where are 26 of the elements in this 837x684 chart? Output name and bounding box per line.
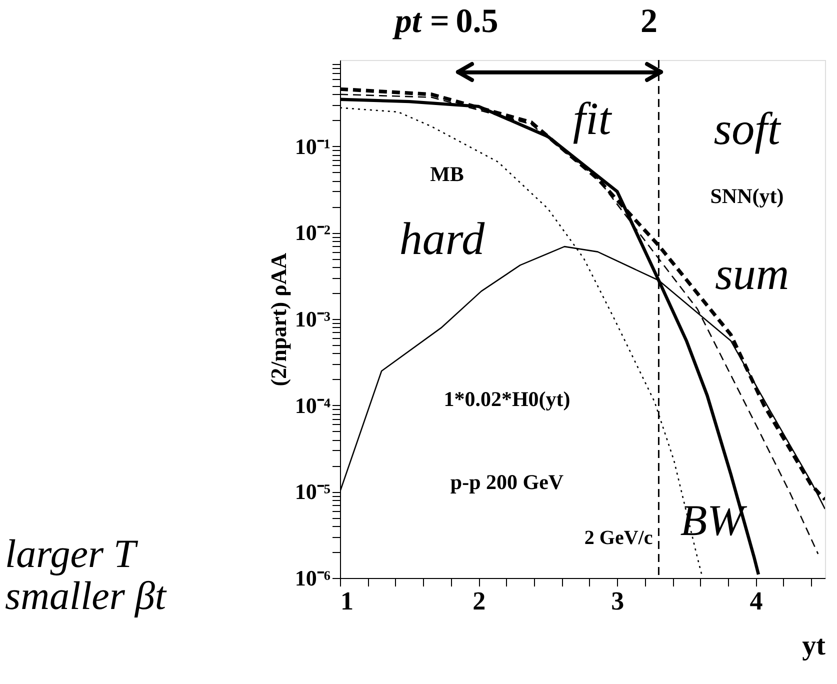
- x-tick-label: 4: [750, 586, 763, 616]
- x-tick-label: 1: [340, 586, 354, 616]
- text: larger T: [5, 531, 139, 576]
- y-tick-label: 10⁻⁶: [294, 566, 331, 590]
- annotation: sum: [714, 248, 790, 299]
- annotation: 1*0.02*H0(yt): [444, 387, 570, 411]
- annotation: soft: [714, 103, 782, 154]
- x-tick-label: 3: [611, 586, 624, 616]
- ref-line-label: 2 GeV/c: [584, 527, 653, 549]
- y-tick-label: 10⁻³: [294, 306, 331, 332]
- annotation: p-p 200 GeV: [450, 470, 564, 494]
- x-tick-label: 2: [472, 586, 486, 616]
- y-tick-label: 10⁻²: [294, 220, 331, 246]
- y-tick-label: 10⁻⁴: [294, 392, 331, 418]
- annotation: fit: [572, 93, 612, 144]
- y-tick-label: 10⁻⁵: [294, 479, 331, 504]
- annotation: MB: [430, 162, 464, 186]
- annotation: hard: [399, 213, 486, 264]
- x-axis-title: yt: [802, 630, 826, 662]
- annotation: BW: [680, 496, 748, 545]
- y-tick-label: 10⁻¹: [294, 134, 330, 159]
- text: pt =: [392, 3, 450, 40]
- text: 0.5: [456, 3, 498, 40]
- y-axis-title: (2/npart) ρAA: [266, 252, 291, 386]
- annotation: SNN(yt): [710, 184, 784, 208]
- text: 2: [640, 3, 658, 40]
